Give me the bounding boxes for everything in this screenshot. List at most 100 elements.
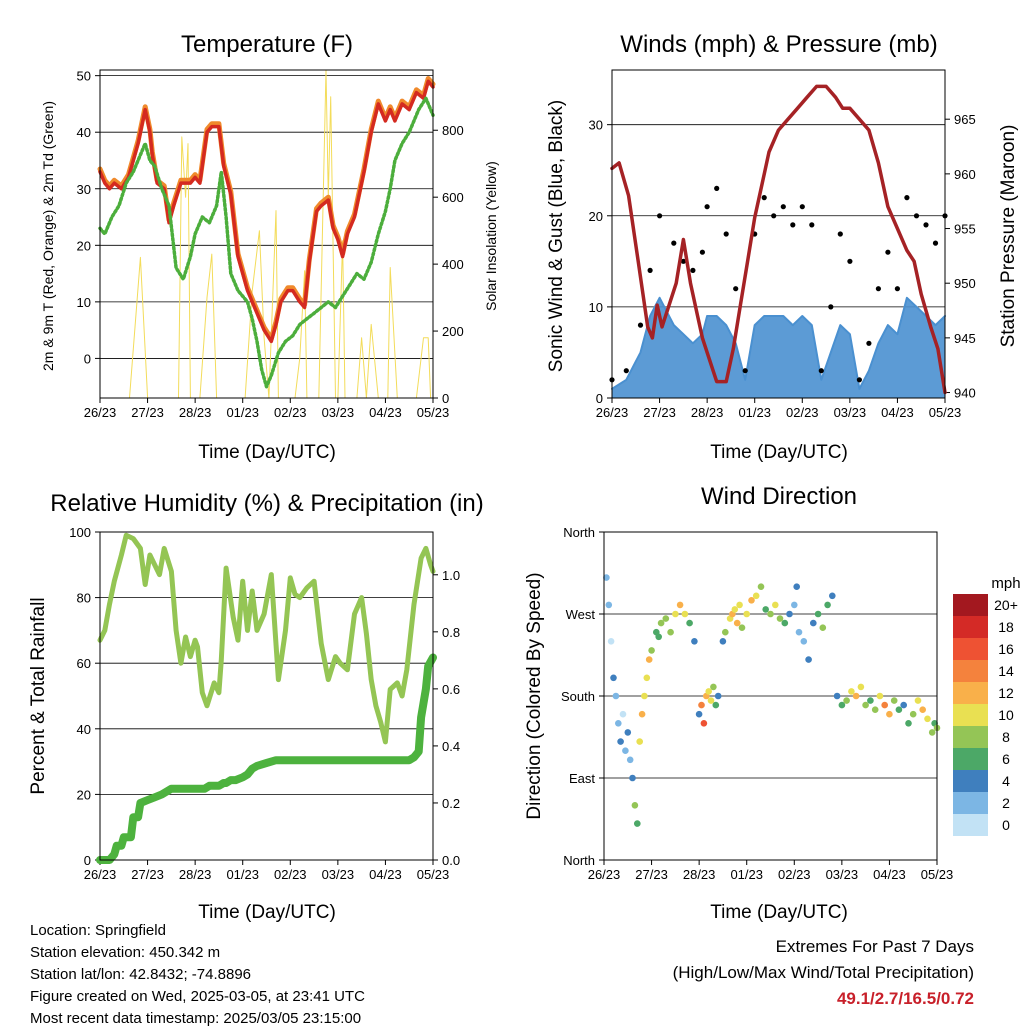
direction-point	[626, 756, 634, 764]
y-tick-label: 40	[77, 722, 91, 737]
y-tick-label: 60	[77, 656, 91, 671]
direction-point	[881, 701, 888, 709]
humidity-title: Relative Humidity (%) & Precipitation (i…	[50, 490, 483, 517]
colorbar-swatch	[953, 594, 988, 616]
y-tick-label: 0	[596, 391, 603, 406]
humidity-panel: Relative Humidity (%) & Precipitation (i…	[28, 490, 484, 923]
x-tick-label: 01/23	[226, 867, 259, 882]
x-tick-label: 01/23	[738, 405, 771, 420]
relative-humidity-line	[97, 532, 436, 745]
y-tick-label: 0	[84, 351, 91, 366]
gust-point	[723, 231, 729, 237]
direction-point	[909, 710, 917, 718]
direction-ylabel: Direction (Colored By Speed)	[524, 572, 545, 819]
temperature-yaxis: 0 10 20 30 40 50	[77, 69, 100, 366]
direction-point	[698, 701, 705, 709]
station-location: Location: Springfield	[30, 922, 166, 939]
gust-point	[771, 213, 777, 219]
x-tick-label: 04/23	[369, 405, 402, 420]
direction-point	[862, 701, 869, 709]
gust-point	[704, 204, 710, 210]
direction-point	[719, 638, 727, 645]
y2-tick-label: 940	[954, 386, 976, 401]
humidity-xlabel: Time (Day/UTC)	[198, 902, 336, 923]
y2-tick-label: 955	[954, 222, 976, 237]
direction-point	[672, 610, 679, 618]
direction-point	[786, 610, 793, 618]
x-tick-label: 02/23	[778, 867, 811, 882]
x-tick-label: 28/23	[683, 867, 716, 882]
extremes-subtitle: (High/Low/Max Wind/Total Precipitation)	[672, 963, 974, 982]
colorbar-swatch	[953, 792, 988, 814]
gust-point	[923, 222, 929, 228]
direction-point	[762, 606, 769, 613]
x-tick-label: 03/23	[322, 867, 355, 882]
y2-tick-label: 0.6	[442, 682, 460, 697]
direction-point	[638, 710, 646, 718]
gust-point	[714, 185, 720, 191]
colorbar-label: 8	[1002, 729, 1010, 745]
y-tick-label: East	[569, 771, 595, 786]
x-tick-label: 02/23	[786, 405, 819, 420]
direction-gridlines	[604, 613, 937, 779]
y2-tick-label: 1.0	[442, 568, 460, 583]
winds-panel: Winds (mph) & Pressure (mb) Time (Day/UT…	[546, 31, 1019, 463]
direction-point	[603, 574, 610, 581]
direction-point	[900, 701, 907, 709]
x-tick-label: 26/23	[84, 405, 117, 420]
colorbar-label: 6	[1002, 751, 1010, 767]
gust-point	[885, 249, 891, 255]
direction-panel: Wind Direction Time (Day/UTC) Direction …	[524, 483, 1021, 923]
y-tick-label: 20	[589, 209, 603, 224]
x-tick-label: 01/23	[730, 867, 763, 882]
station-elevation: Station elevation: 450.342 m	[30, 944, 221, 961]
direction-point	[695, 710, 703, 718]
y2-tick-label: 200	[442, 324, 464, 339]
gust-point	[657, 213, 663, 219]
x-tick-label: 04/23	[873, 867, 906, 882]
direction-point	[605, 601, 613, 609]
direction-yaxis: North East South West North	[561, 525, 604, 868]
x-tick-label: 03/23	[826, 867, 859, 882]
direction-point	[876, 692, 884, 700]
station-pressure-line	[610, 84, 947, 395]
colorbar-label: 0	[1002, 817, 1010, 833]
gust-point	[894, 286, 901, 292]
colorbar-label: 18	[998, 619, 1014, 635]
winds-xaxis: 26/23 27/23 28/23 01/23 02/23 03/23 04/23 05/23	[596, 398, 962, 420]
x-tick-label: 27/23	[131, 867, 164, 882]
direction-point	[634, 820, 641, 827]
x-tick-label: 27/23	[131, 405, 164, 420]
winds-ylabel: Sonic Wind & Gust (Blue, Black)	[546, 100, 567, 372]
gust-point	[799, 204, 805, 210]
extremes-values: 49.1/2.7/16.5/0.72	[836, 989, 974, 1008]
direction-point	[662, 615, 670, 622]
direction-point	[622, 747, 629, 754]
direction-point	[810, 619, 817, 627]
y-tick-label: 10	[589, 300, 603, 315]
x-tick-label: 05/23	[921, 867, 954, 882]
direction-point	[857, 683, 865, 691]
direction-point	[667, 628, 674, 636]
direction-plot-frame	[603, 531, 938, 861]
station-info: Location: Springfield Station elevation:…	[30, 920, 365, 1030]
x-tick-label: 05/23	[929, 405, 962, 420]
direction-point	[772, 601, 779, 609]
direction-point	[795, 628, 803, 636]
direction-xlabel: Time (Day/UTC)	[710, 902, 848, 923]
y2-tick-label: 0.0	[442, 853, 460, 868]
x-tick-label: 03/23	[834, 405, 867, 420]
direction-point	[833, 692, 841, 700]
temperature-y2label: Solar Insolation (Yellow)	[483, 161, 499, 311]
direction-point	[781, 619, 789, 627]
gust-point	[780, 204, 786, 210]
direction-point	[905, 720, 912, 727]
colorbar-swatch	[953, 814, 988, 836]
direction-point	[710, 683, 717, 691]
direction-point	[712, 701, 720, 709]
gust-point	[733, 286, 739, 292]
direction-point	[617, 738, 624, 745]
x-tick-label: 28/23	[179, 405, 212, 420]
y2-tick-label: 0.8	[442, 625, 460, 640]
